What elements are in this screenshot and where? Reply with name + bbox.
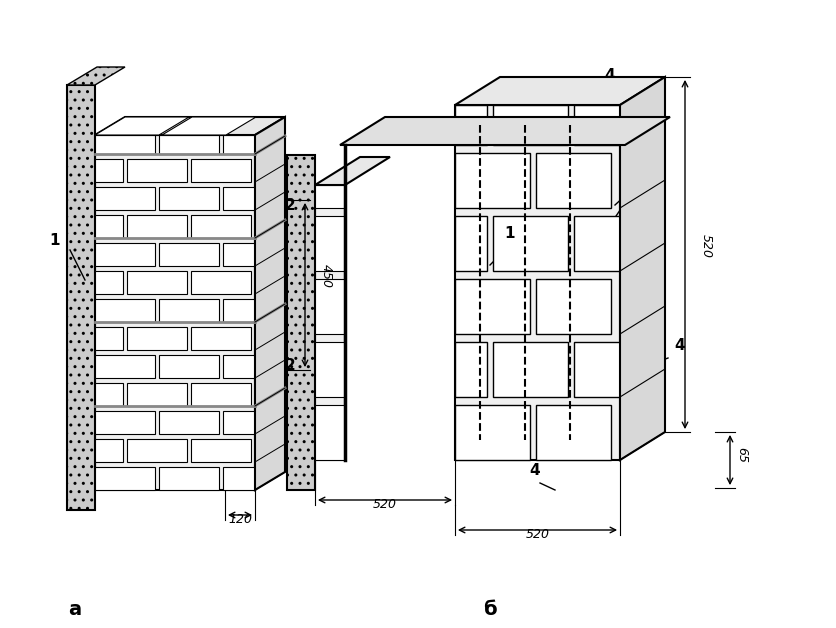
Bar [159, 467, 219, 490]
Bar [159, 355, 219, 378]
Bar [222, 187, 255, 210]
Bar [455, 405, 529, 460]
Polygon shape [255, 117, 285, 490]
Bar [314, 342, 344, 397]
Text: а: а [69, 600, 81, 619]
Bar [222, 299, 255, 322]
Bar [127, 159, 186, 182]
Bar [535, 405, 610, 460]
Polygon shape [339, 117, 669, 145]
Bar [314, 405, 344, 460]
Bar [127, 439, 186, 462]
Polygon shape [455, 77, 665, 105]
Bar [159, 243, 219, 266]
Bar [159, 299, 219, 322]
Bar [127, 383, 186, 406]
Bar [95, 215, 123, 238]
Bar [455, 279, 529, 334]
Bar [535, 153, 610, 208]
Bar [455, 105, 619, 460]
Bar [67, 85, 95, 510]
Bar [95, 299, 155, 322]
Bar [455, 153, 529, 208]
Bar [573, 342, 619, 397]
Text: 520: 520 [699, 234, 712, 257]
Bar [191, 439, 251, 462]
Text: 1: 1 [49, 233, 60, 248]
Bar [95, 135, 155, 154]
Bar [314, 216, 344, 271]
Bar [95, 355, 155, 378]
Text: 4: 4 [529, 463, 540, 478]
Bar [222, 243, 255, 266]
Bar [95, 135, 255, 490]
Bar [191, 159, 251, 182]
Bar [127, 215, 186, 238]
Text: 2: 2 [284, 358, 295, 373]
Polygon shape [95, 117, 189, 135]
Text: 3: 3 [644, 163, 655, 178]
Bar [95, 271, 123, 294]
Bar [95, 383, 123, 406]
Bar [95, 159, 123, 182]
Polygon shape [67, 67, 125, 85]
Text: 1: 1 [504, 226, 515, 241]
Bar [535, 279, 610, 334]
Text: 4: 4 [674, 338, 685, 353]
Bar [492, 342, 568, 397]
Bar [222, 135, 255, 154]
Polygon shape [619, 77, 665, 460]
Bar [222, 467, 255, 490]
Bar [95, 243, 155, 266]
Bar [455, 105, 487, 145]
Bar [191, 327, 251, 350]
Bar [191, 271, 251, 294]
Bar [95, 467, 155, 490]
Bar [127, 271, 186, 294]
Bar [573, 216, 619, 271]
Text: 520: 520 [525, 528, 549, 541]
Text: 65: 65 [734, 447, 747, 463]
Polygon shape [162, 117, 256, 135]
Bar [222, 411, 255, 434]
Bar [492, 216, 568, 271]
Bar [95, 327, 123, 350]
Text: 520: 520 [373, 498, 396, 511]
Polygon shape [314, 157, 390, 185]
Bar [159, 135, 219, 154]
Bar [159, 411, 219, 434]
Bar [492, 105, 568, 145]
Bar [455, 216, 487, 271]
Bar [191, 215, 251, 238]
Bar [314, 185, 344, 208]
Text: 4: 4 [604, 68, 614, 83]
Bar [222, 355, 255, 378]
Text: 120: 120 [227, 513, 252, 526]
Bar [95, 439, 123, 462]
Bar [159, 187, 219, 210]
Text: б: б [482, 600, 497, 619]
Bar [95, 411, 155, 434]
Bar [455, 342, 487, 397]
Polygon shape [95, 117, 285, 135]
Bar [191, 383, 251, 406]
Text: 2: 2 [284, 198, 295, 213]
Text: 450: 450 [319, 264, 333, 288]
Bar [95, 187, 155, 210]
Bar [314, 185, 344, 460]
Bar [314, 279, 344, 334]
Bar [573, 105, 619, 145]
Bar [287, 155, 314, 490]
Bar [127, 327, 186, 350]
